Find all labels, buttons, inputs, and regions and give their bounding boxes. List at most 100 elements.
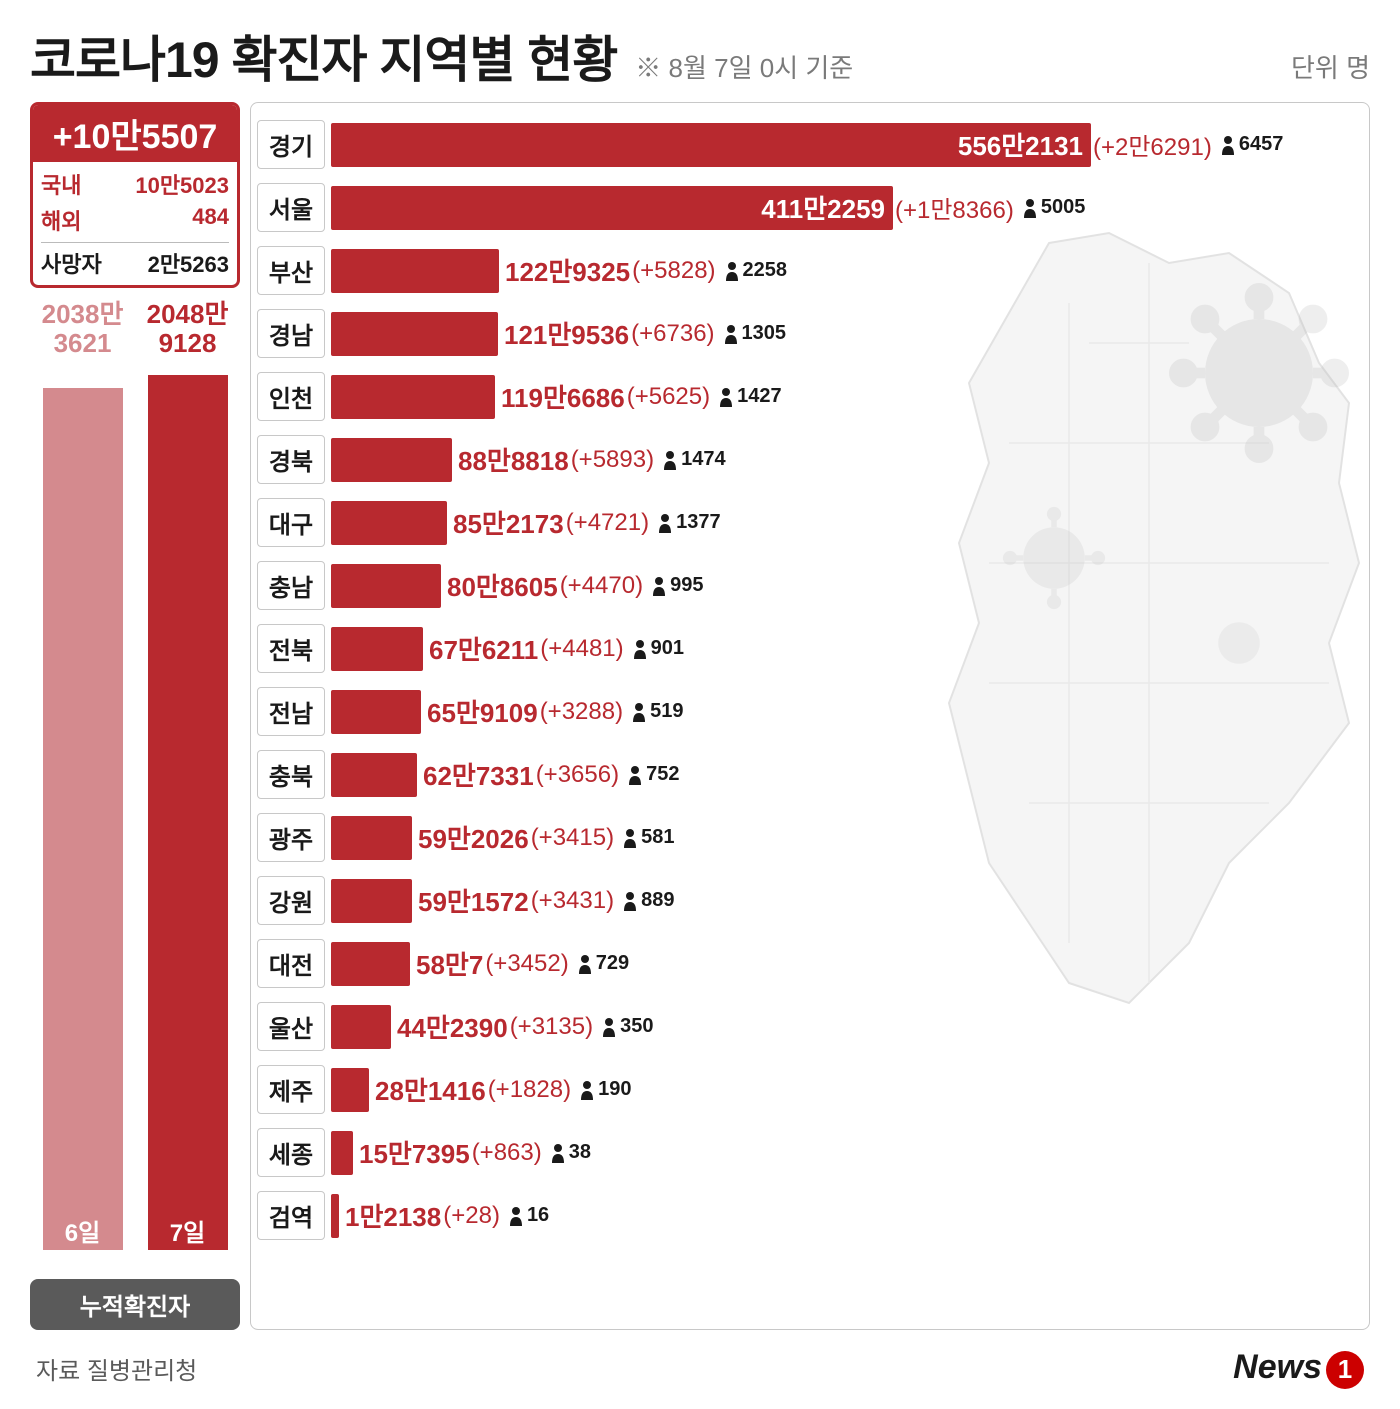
bar-area: 65만9109(+3288)519	[331, 690, 1357, 734]
cumulative-day-label: 6일	[43, 1213, 123, 1248]
bar-area: 121만9536(+6736)1305	[331, 312, 1357, 356]
region-name: 부산	[257, 246, 325, 295]
region-value: 65만9109	[427, 693, 538, 730]
bar-area: 59만1572(+3431) 889	[331, 879, 1357, 923]
region-name: 서울	[257, 183, 325, 232]
person-icon	[724, 261, 740, 281]
region-deaths: 889	[622, 889, 674, 912]
right-panel: 경기556만2131(+2만6291)6457서울411만2259(+1만836…	[250, 102, 1370, 1330]
region-delta: (+4721)	[566, 509, 649, 537]
region-deaths: 1474	[662, 448, 726, 471]
bar-area: 58만7(+3452)729	[331, 942, 1357, 986]
cumulative-value-label: 2038만3621	[42, 300, 124, 357]
region-row: 대전58만7(+3452)729	[257, 932, 1357, 995]
region-row: 충북62만7331(+3656)752	[257, 743, 1357, 806]
region-delta: (+5828)	[632, 257, 715, 285]
source-label: 자료 질병관리청	[36, 1351, 197, 1386]
region-name: 광주	[257, 813, 325, 862]
cumulative-day-label: 7일	[148, 1213, 228, 1248]
region-delta: (+2만6291)	[1093, 127, 1212, 162]
region-row: 충남80만8605(+4470)995	[257, 554, 1357, 617]
region-value: 1만2138	[345, 1197, 441, 1234]
person-icon	[718, 387, 734, 407]
region-name: 강원	[257, 876, 325, 925]
cumulative-value-label: 2048만9128	[147, 300, 229, 357]
region-bar	[331, 564, 441, 608]
left-panel: +10만5507 국내 10만5023 해외 484 사망자 2만5263	[30, 102, 240, 1330]
region-value: 88만8818	[458, 441, 569, 478]
region-delta: (+3135)	[510, 1013, 593, 1041]
region-row: 검역1만2138(+28)16	[257, 1184, 1357, 1247]
region-name: 인천	[257, 372, 325, 421]
region-name: 전남	[257, 687, 325, 736]
person-icon	[622, 828, 638, 848]
region-delta: (+5625)	[627, 383, 710, 411]
region-rows: 경기556만2131(+2만6291)6457서울411만2259(+1만836…	[257, 113, 1357, 1247]
region-delta: (+28)	[443, 1202, 500, 1230]
region-deaths: 6457	[1220, 133, 1284, 156]
region-deaths: 729	[577, 952, 629, 975]
region-deaths: 901	[632, 637, 684, 660]
region-deaths: 995	[651, 574, 703, 597]
region-row: 광주59만2026(+3415)581	[257, 806, 1357, 869]
region-name: 세종	[257, 1128, 325, 1177]
page-title: 코로나19 확진자 지역별 현황	[30, 20, 617, 92]
region-row: 경북88만8818(+5893)1474	[257, 428, 1357, 491]
region-delta: (+3431)	[531, 887, 614, 915]
region-value: 411만2259	[761, 189, 893, 226]
region-name: 울산	[257, 1002, 325, 1051]
bar-area: 85만2173(+4721)1377	[331, 501, 1357, 545]
region-deaths: 1305	[723, 322, 787, 345]
region-deaths: 16	[508, 1204, 549, 1227]
person-icon	[577, 954, 593, 974]
bar-area: 88만8818(+5893)1474	[331, 438, 1357, 482]
person-icon	[622, 891, 638, 911]
person-icon	[1022, 198, 1038, 218]
bar-area: 59만2026(+3415)581	[331, 816, 1357, 860]
region-name: 충북	[257, 750, 325, 799]
region-delta: (+1828)	[488, 1076, 571, 1104]
page-subtitle: ※ 8월 7일 0시 기준	[635, 48, 853, 85]
region-name: 대구	[257, 498, 325, 547]
region-row: 대구85만2173(+4721)1377	[257, 491, 1357, 554]
person-icon	[632, 639, 648, 659]
region-value: 119만6686	[501, 378, 625, 415]
region-row: 부산122만9325(+5828)2258	[257, 239, 1357, 302]
cumulative-labels: 2038만3621 2048만9128	[30, 300, 240, 357]
region-value: 121만9536	[504, 315, 629, 352]
region-name: 대전	[257, 939, 325, 988]
region-bar	[331, 942, 410, 986]
region-value: 15만7395	[359, 1134, 470, 1171]
region-deaths: 1427	[718, 385, 782, 408]
region-delta: (+3415)	[531, 824, 614, 852]
bar-area: 1만2138(+28) 16	[331, 1194, 1357, 1238]
region-value: 62만7331	[423, 756, 534, 793]
person-icon	[550, 1143, 566, 1163]
person-icon	[723, 324, 739, 344]
region-bar	[331, 312, 498, 356]
person-icon	[651, 576, 667, 596]
region-value: 85만2173	[453, 504, 564, 541]
region-bar	[331, 816, 412, 860]
region-value: 58만7	[416, 945, 483, 982]
bar-area: 62만7331(+3656)752	[331, 753, 1357, 797]
cumulative-days: 6일7일	[30, 1247, 240, 1282]
person-icon	[627, 765, 643, 785]
bar-area: 67만6211(+4481)901	[331, 627, 1357, 671]
bar-area: 80만8605(+4470)995	[331, 564, 1357, 608]
cumulative-bar	[148, 375, 228, 1250]
footer: 자료 질병관리청 News1	[30, 1348, 1370, 1389]
person-icon	[631, 702, 647, 722]
region-bar	[331, 690, 421, 734]
region-value: 28만1416	[375, 1071, 486, 1108]
summary-label: 국내	[41, 168, 81, 200]
infographic-container: 코로나19 확진자 지역별 현황 ※ 8월 7일 0시 기준 단위 명 +10만…	[0, 0, 1400, 1409]
summary-row-overseas: 해외 484	[41, 202, 229, 238]
region-value: 59만1572	[418, 882, 529, 919]
region-value: 67만6211	[429, 630, 538, 667]
person-icon	[508, 1206, 524, 1226]
bar-area: 122만9325(+5828)2258	[331, 249, 1357, 293]
region-delta: (+3656)	[536, 761, 619, 789]
summary-increment: +10만5507	[33, 105, 237, 162]
summary-value: 2만5263	[148, 247, 229, 279]
